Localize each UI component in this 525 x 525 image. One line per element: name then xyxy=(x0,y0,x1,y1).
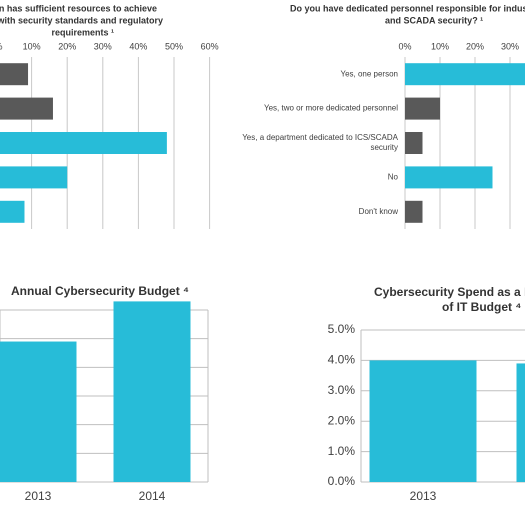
bar xyxy=(405,132,423,154)
y-tick-label: 5.0% xyxy=(328,322,356,336)
y-tick-label: 3.0% xyxy=(328,383,356,397)
x-tick-label: 0% xyxy=(0,41,3,51)
x-tick-label: 10% xyxy=(23,41,41,51)
x-tick-label: 20% xyxy=(58,41,76,51)
bar xyxy=(0,200,25,223)
bar xyxy=(113,301,191,482)
bar xyxy=(405,63,525,86)
bar xyxy=(405,166,493,189)
x-tick-label: 2014 xyxy=(139,489,166,503)
category-label: Yes, one person xyxy=(340,69,398,78)
bar xyxy=(0,132,167,154)
chart-title: Do you have dedicated personnel responsi… xyxy=(290,3,525,13)
bar xyxy=(405,200,423,223)
chart-title: ance with security standards and regulat… xyxy=(0,15,163,25)
category-label: Yes, a department dedicated to ICS/SCADA… xyxy=(242,133,398,152)
chart-title: nization has sufficient resources to ach… xyxy=(0,3,157,13)
category-label: No xyxy=(388,173,399,182)
x-tick-label: 20% xyxy=(466,41,484,51)
y-tick-label: 0.0% xyxy=(328,474,356,488)
bar xyxy=(0,166,68,189)
chart-title: Cybersecurity Spend as a I xyxy=(374,285,525,299)
chart-title: of IT Budget ⁴ xyxy=(442,300,521,314)
y-tick-label: 1.0% xyxy=(328,444,356,458)
y-tick-label: 4.0% xyxy=(328,353,356,367)
bar xyxy=(0,97,53,120)
x-tick-label: 40% xyxy=(129,41,147,51)
bar xyxy=(516,363,525,482)
bar xyxy=(0,63,29,86)
x-tick-label: 30% xyxy=(501,41,519,51)
x-tick-label: 2013 xyxy=(410,489,437,503)
chart-title: requirements ¹ xyxy=(51,27,114,37)
x-tick-label: 60% xyxy=(201,41,219,51)
category-label: Don't know xyxy=(359,207,399,216)
x-tick-label: 50% xyxy=(165,41,183,51)
x-tick-label: 30% xyxy=(94,41,112,51)
x-tick-label: 10% xyxy=(431,41,449,51)
x-tick-label: 0% xyxy=(398,41,411,51)
bar xyxy=(369,360,477,482)
chart-title: Annual Cybersecurity Budget ⁴ xyxy=(11,284,189,298)
chart-title: and SCADA security? ¹ xyxy=(385,15,483,25)
bar xyxy=(405,97,440,120)
bar xyxy=(0,341,77,482)
category-label: Yes, two or more dedicated personnel xyxy=(264,104,398,113)
x-tick-label: 2013 xyxy=(25,489,52,503)
y-tick-label: 2.0% xyxy=(328,413,356,427)
